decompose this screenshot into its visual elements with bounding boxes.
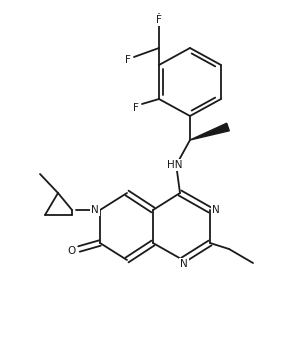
Text: F: F (156, 15, 162, 25)
Text: N: N (212, 205, 220, 215)
Text: F: F (133, 103, 139, 113)
Text: O: O (68, 246, 76, 256)
Text: N: N (91, 205, 99, 215)
Text: F: F (125, 55, 131, 65)
Text: N: N (180, 259, 188, 269)
Polygon shape (190, 123, 229, 140)
Text: HN: HN (167, 160, 183, 170)
